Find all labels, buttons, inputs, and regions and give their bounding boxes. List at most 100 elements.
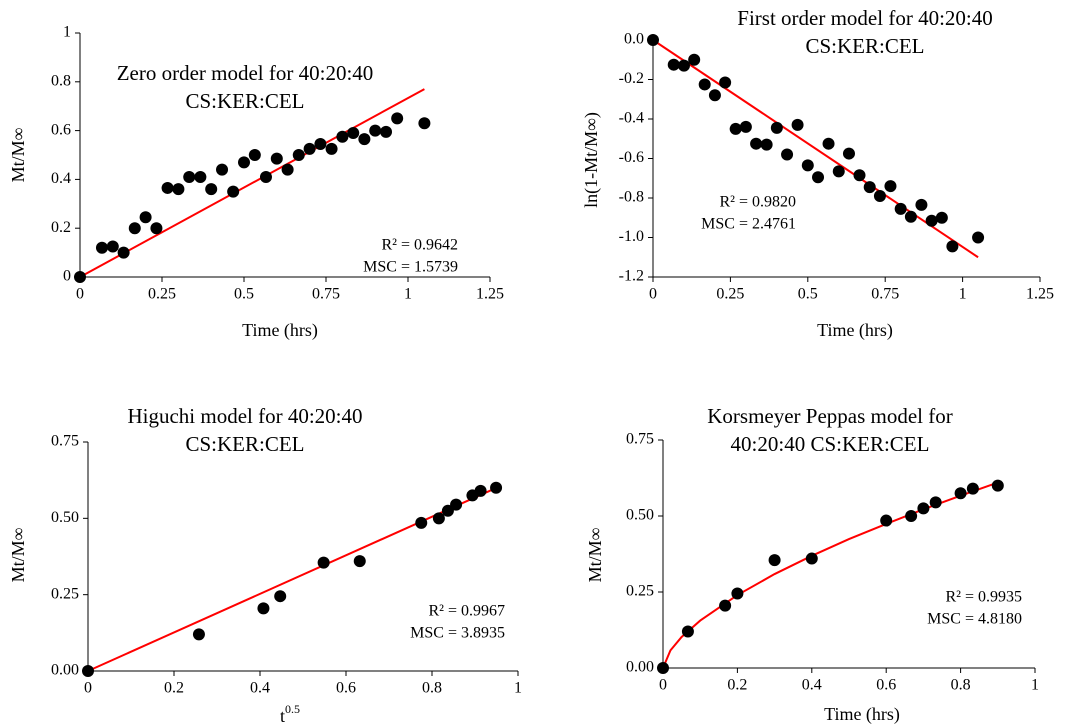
data-point [314, 138, 327, 151]
data-point [418, 117, 431, 130]
fit-line [87, 486, 497, 672]
data-point [768, 554, 781, 567]
data-point [450, 498, 463, 511]
chart-title: CS:KER:CEL [805, 34, 924, 58]
x-tick-label: 0 [76, 286, 84, 303]
x-tick-label: 0.2 [164, 680, 184, 697]
fit-line [652, 39, 979, 259]
data-point [172, 183, 185, 196]
data-point [128, 222, 141, 235]
data-point [917, 502, 930, 515]
data-point [647, 34, 659, 46]
chart-title: Zero order model for 40:20:40 [117, 61, 374, 85]
data-point [216, 163, 229, 176]
x-tick-label: 0 [659, 677, 667, 694]
chart-title: CS:KER:CEL [185, 432, 304, 456]
data-point [415, 516, 428, 529]
data-point [791, 118, 804, 131]
fit-line [662, 481, 999, 669]
data-point [270, 152, 283, 165]
data-point [760, 138, 773, 151]
data-point [842, 147, 855, 160]
data-point [801, 159, 814, 172]
y-tick-label: -0.6 [619, 149, 644, 166]
x-tick-label: 0.5 [234, 286, 254, 303]
data-point [317, 556, 330, 569]
x-tick-label: 0.75 [312, 286, 340, 303]
x-tick-label: 1 [404, 286, 412, 303]
data-point [832, 165, 845, 178]
data-point [432, 512, 445, 525]
x-axis-title: Time (hrs) [817, 320, 893, 341]
chart-panel: 0 0.2 0.4 0.6 0.8 1 0 0.25 0.5 0.75 1 1.25 Zero orde… [8, 24, 504, 341]
data-point [708, 89, 721, 102]
x-axis-title: t0.5 [280, 702, 300, 726]
x-tick-label: 1.25 [1026, 286, 1054, 303]
fit-line [79, 88, 425, 278]
data-point [490, 481, 503, 494]
data-point [698, 78, 711, 91]
data-point [227, 185, 240, 198]
x-tick-label: 1.25 [476, 286, 504, 303]
annotation: R² = 0.9967 [429, 603, 506, 620]
annotation: MSC = 2.4761 [701, 216, 796, 233]
data-point [353, 555, 366, 568]
x-tick-label: 0.8 [951, 677, 971, 694]
data-point [238, 156, 250, 169]
y-tick-label: 0.6 [51, 121, 71, 138]
data-point [812, 171, 825, 184]
chart-panel: 0.0 -0.2 -0.4 -0.6 -0.8 -1.0 -1.2 0 0.25 0.5 0.75 1… [581, 6, 1054, 341]
x-tick-label: 0.6 [876, 677, 896, 694]
data-point [205, 183, 218, 196]
y-tick-label: 0.75 [626, 431, 654, 448]
data-point [972, 231, 985, 244]
y-tick-label: 1 [63, 24, 71, 41]
data-point [873, 190, 886, 203]
data-point [822, 137, 835, 150]
data-point [884, 180, 897, 193]
data-point [257, 602, 270, 615]
chart-title: 40:20:40 CS:KER:CEL [731, 432, 930, 456]
x-tick-label: 0 [84, 680, 92, 697]
y-tick-label: -1.2 [619, 268, 644, 285]
y-tick-label: 0.00 [51, 662, 79, 679]
data-point [677, 59, 690, 72]
y-tick-label: -0.2 [619, 70, 644, 87]
data-point [915, 198, 928, 211]
chart-title: Higuchi model for 40:20:40 [127, 404, 362, 428]
chart-title: First order model for 40:20:40 [737, 6, 992, 30]
x-axis-title-sup: 0.5 [285, 702, 300, 716]
data-point [894, 202, 907, 215]
data-point [74, 271, 86, 283]
annotation: MSC = 4.8180 [927, 611, 1022, 628]
x-tick-label: 1 [959, 286, 967, 303]
annotation: R² = 0.9820 [720, 194, 797, 211]
x-tick-label: 1 [514, 680, 522, 697]
data-point [880, 514, 893, 527]
y-tick-label: 0.50 [626, 507, 654, 524]
data-point [729, 122, 742, 135]
data-point [391, 112, 404, 125]
x-tick-label: 0.25 [716, 286, 744, 303]
data-point [925, 214, 938, 227]
x-tick-label: 0.5 [798, 286, 818, 303]
x-tick-label: 0.8 [422, 680, 442, 697]
annotation: R² = 0.9642 [382, 237, 459, 254]
data-point [358, 133, 371, 146]
data-point [667, 58, 680, 71]
data-point [935, 211, 948, 224]
data-point [657, 662, 669, 674]
y-axis-title: ln(1-Mt/M∞) [581, 112, 602, 208]
data-point [719, 76, 732, 89]
x-tick-label: 0.2 [727, 677, 747, 694]
data-point [739, 120, 752, 133]
data-point [292, 149, 305, 161]
x-tick-label: 0.25 [148, 286, 176, 303]
data-point [991, 479, 1004, 492]
data-point [347, 127, 360, 140]
x-tick-label: 0.4 [250, 680, 270, 697]
data-point [259, 170, 272, 183]
data-point [719, 599, 732, 612]
data-point [681, 625, 694, 638]
